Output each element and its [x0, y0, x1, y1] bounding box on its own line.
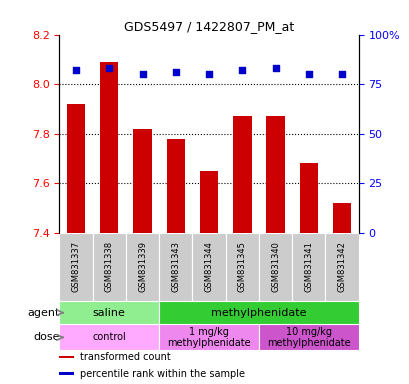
- Point: [305, 71, 311, 77]
- Point: [172, 69, 179, 75]
- Text: GSM831344: GSM831344: [204, 242, 213, 292]
- Bar: [59, 356, 74, 358]
- Text: GSM831339: GSM831339: [138, 241, 147, 292]
- Text: GSM831343: GSM831343: [171, 241, 180, 292]
- Bar: [233, 116, 251, 233]
- Bar: [159, 324, 258, 351]
- Text: methylphenidate: methylphenidate: [211, 308, 306, 318]
- Bar: [59, 372, 74, 375]
- Text: dose: dose: [33, 333, 59, 343]
- Bar: [67, 104, 85, 233]
- Text: GSM831345: GSM831345: [237, 242, 246, 292]
- Point: [106, 65, 112, 71]
- Title: GDS5497 / 1422807_PM_at: GDS5497 / 1422807_PM_at: [124, 20, 294, 33]
- Bar: [299, 163, 317, 233]
- Point: [272, 65, 278, 71]
- Bar: [200, 171, 218, 233]
- Bar: [266, 116, 284, 233]
- Text: control: control: [92, 333, 126, 343]
- Text: GSM831342: GSM831342: [337, 242, 346, 292]
- Bar: [159, 301, 358, 324]
- Text: 10 mg/kg
methylphenidate: 10 mg/kg methylphenidate: [266, 327, 350, 348]
- Bar: [59, 301, 159, 324]
- Bar: [225, 233, 258, 301]
- Point: [205, 71, 212, 77]
- Text: agent: agent: [27, 308, 59, 318]
- Text: GSM831341: GSM831341: [303, 242, 312, 292]
- Text: GSM831337: GSM831337: [72, 241, 81, 292]
- Bar: [292, 233, 325, 301]
- Text: 1 mg/kg
methylphenidate: 1 mg/kg methylphenidate: [167, 327, 250, 348]
- Bar: [159, 233, 192, 301]
- Bar: [100, 62, 118, 233]
- Bar: [133, 129, 151, 233]
- Bar: [258, 233, 292, 301]
- Bar: [59, 324, 159, 351]
- Bar: [258, 324, 358, 351]
- Bar: [59, 233, 92, 301]
- Text: GSM831338: GSM831338: [105, 241, 114, 292]
- Text: saline: saline: [93, 308, 126, 318]
- Bar: [192, 233, 225, 301]
- Point: [338, 71, 344, 77]
- Text: transformed count: transformed count: [80, 352, 171, 362]
- Bar: [126, 233, 159, 301]
- Point: [73, 67, 79, 73]
- Bar: [166, 139, 184, 233]
- Text: percentile rank within the sample: percentile rank within the sample: [80, 369, 245, 379]
- Text: GSM831340: GSM831340: [270, 242, 279, 292]
- Point: [238, 67, 245, 73]
- Bar: [332, 203, 351, 233]
- Bar: [325, 233, 358, 301]
- Bar: [92, 233, 126, 301]
- Point: [139, 71, 146, 77]
